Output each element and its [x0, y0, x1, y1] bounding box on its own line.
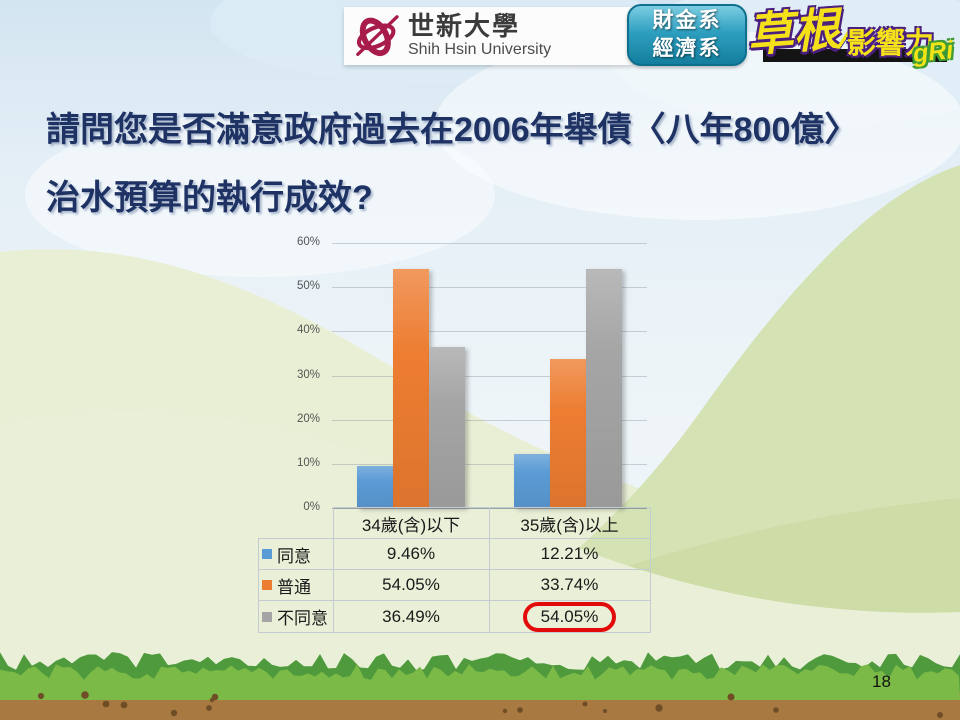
table-value-cell: 33.74%	[488, 569, 651, 601]
series-name-cell: 不同意	[258, 600, 334, 633]
department-badge: 財金系 經濟系	[627, 4, 747, 66]
legend-key-icon	[262, 580, 272, 590]
highlighted-value: 54.05%	[522, 602, 617, 632]
y-axis-tick-label: 60%	[296, 236, 320, 248]
gridline	[332, 463, 647, 465]
gri-logo-sub-text: 影響力	[847, 28, 935, 60]
table-value-cell: 12.21%	[488, 538, 651, 570]
gridline	[332, 419, 647, 421]
chart-bar	[392, 269, 429, 508]
university-name-en: Shih Hsin University	[408, 41, 552, 59]
gridline	[332, 287, 647, 289]
cloud-shape	[25, 113, 495, 277]
y-axis-tick-label: 10%	[296, 456, 320, 469]
department-badge-line1: 財金系	[652, 9, 722, 32]
y-axis-tick-label: 30%	[296, 368, 320, 381]
gridline	[332, 331, 647, 333]
slide-title-line1: 請問您是否滿意政府過去在2006年舉債〈八年800億〉	[46, 111, 859, 149]
chart-bar	[428, 346, 465, 508]
table-category-header: 34歲(含)以下	[332, 507, 490, 539]
cloud-shape	[435, 30, 960, 220]
gridline	[332, 375, 647, 377]
university-logo-icon	[356, 15, 399, 57]
slide-title: 請問您是否滿意政府過去在2006年舉債〈八年800億〉 治水預算的執行成效?	[46, 96, 926, 232]
university-banner: 世新大學 Shih Hsin University	[344, 7, 632, 65]
table-value-cell: 9.46%	[332, 538, 490, 570]
university-name: 世新大學 Shih Hsin University	[408, 10, 552, 59]
chart-data-table: 34歲(含)以下 35歲(含)以上同意 9.46% 12.21% 普通 54.05% 33.…	[258, 507, 651, 633]
y-axis-tick-label: 50%	[296, 280, 320, 293]
slide-title-line2: 治水預算的執行成效?	[46, 179, 373, 217]
chart-bar	[356, 466, 393, 508]
gri-logo: 草根 影響力 gRi	[746, 0, 955, 78]
chart-bar	[550, 358, 587, 508]
series-name-cell: 同意	[258, 538, 334, 570]
legend-key-icon	[262, 549, 272, 559]
y-axis-tick-label: 20%	[296, 412, 320, 425]
series-name-label: 普通	[277, 577, 311, 597]
table-category-header: 35歲(含)以上	[488, 507, 651, 539]
table-row: 普通 54.05% 33.74%	[258, 569, 651, 601]
series-name-cell: 普通	[258, 569, 334, 601]
page-number: 18	[872, 672, 891, 691]
table-value-cell: 36.49%	[332, 600, 490, 633]
legend-key-icon	[262, 611, 272, 622]
series-name-label: 不同意	[277, 609, 328, 628]
y-axis-tick-label: 0%	[303, 501, 320, 513]
table-row: 不同意 36.49% 54.05%	[258, 600, 651, 633]
grass-and-soil	[0, 652, 960, 720]
series-name-label: 同意	[277, 546, 311, 566]
table-value-cell: 54.05%	[488, 600, 651, 633]
table-row: 同意 9.46% 12.21%	[258, 538, 651, 570]
department-badge-line2: 經濟系	[652, 37, 722, 60]
chart-bar	[586, 269, 623, 508]
gri-logo-black-bar	[763, 49, 947, 62]
table-stub-cell	[259, 508, 334, 539]
y-axis-tick-label: 40%	[296, 324, 320, 337]
chart-bar	[514, 454, 551, 508]
table-value-cell: 54.05%	[332, 569, 490, 601]
university-name-zh: 世新大學	[408, 10, 521, 41]
gridline	[332, 243, 647, 244]
